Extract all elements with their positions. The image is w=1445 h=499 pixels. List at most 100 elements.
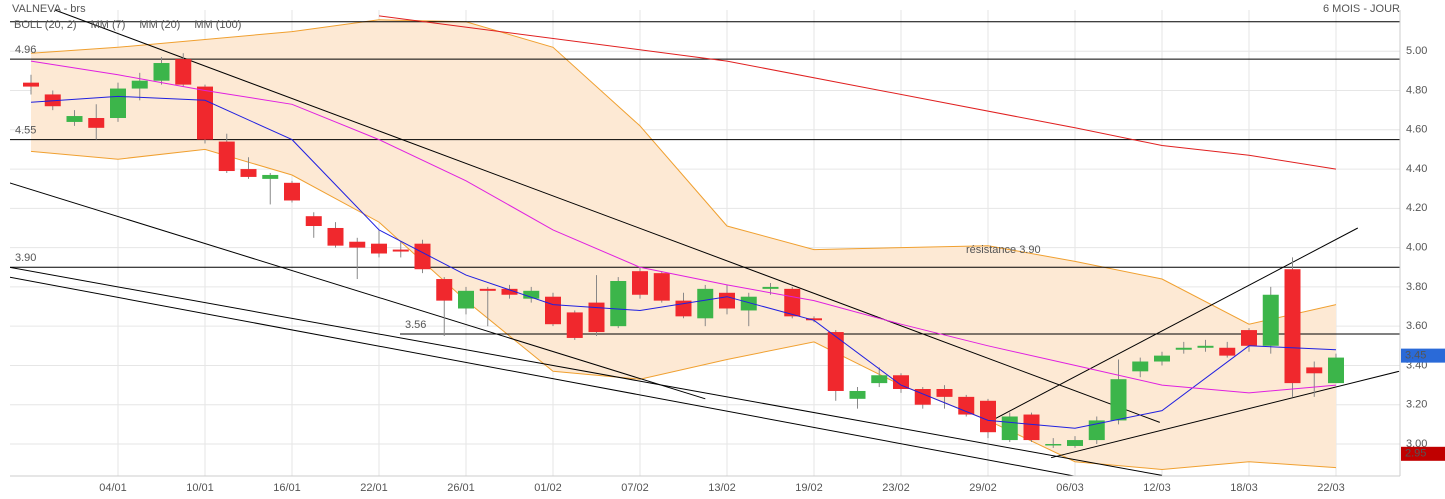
moving-average <box>30 60 1337 394</box>
moving-average <box>378 15 1337 170</box>
x-tick-label: 22/03 <box>1317 482 1345 494</box>
candle-body <box>1132 361 1149 372</box>
candle-body <box>218 141 235 172</box>
price-tag-label: 2.95 <box>1405 448 1426 460</box>
x-tick-label: 01/02 <box>534 482 562 494</box>
candle-body <box>1219 347 1236 356</box>
x-tick-label: 23/02 <box>882 482 910 494</box>
candle-body <box>458 290 474 309</box>
price-tag <box>1401 446 1445 461</box>
level-label: 3.90 <box>15 252 36 264</box>
y-tick-label: 4.60 <box>1406 124 1427 136</box>
legend-entry: BOLL (20, 2) <box>14 19 77 31</box>
candle-body <box>1023 414 1040 441</box>
annotation: résistance 3.90 <box>966 244 1041 256</box>
labels: 3.003.203.403.603.804.004.204.404.604.80… <box>14 19 1445 494</box>
chart-title: VALNEVA - brs <box>12 3 86 15</box>
legend-entry: MM (20) <box>139 19 180 31</box>
candle-body <box>1328 357 1344 384</box>
candle-body <box>88 118 105 128</box>
candle-body <box>806 318 822 321</box>
x-tick-label: 26/01 <box>447 482 475 494</box>
candle-body <box>240 169 257 177</box>
y-tick-label: 3.80 <box>1406 281 1427 293</box>
candle-body <box>1241 330 1257 346</box>
candle-body <box>1154 355 1170 362</box>
level-label: 4.55 <box>15 125 36 137</box>
candle-body <box>349 241 366 248</box>
candle-body <box>719 292 735 309</box>
trend-line <box>54 10 1160 423</box>
y-tick-label: 3.60 <box>1406 320 1427 332</box>
y-tick-label: 3.20 <box>1406 399 1427 411</box>
price-tag <box>1401 348 1445 363</box>
candle-body <box>262 174 279 179</box>
candle-body <box>1197 345 1214 348</box>
x-tick-label: 29/02 <box>969 482 997 494</box>
candle-body <box>175 59 192 85</box>
candle-body <box>131 80 148 89</box>
trend-line <box>1050 370 1400 459</box>
candle-body <box>697 288 714 319</box>
candle-body <box>197 86 213 140</box>
candle-body <box>1088 420 1105 441</box>
x-tick-label: 10/01 <box>186 482 214 494</box>
x-tick-label: 12/03 <box>1143 482 1171 494</box>
y-tick-label: 4.00 <box>1406 242 1427 254</box>
candle-body <box>479 288 496 291</box>
x-tick-label: 18/03 <box>1230 482 1258 494</box>
x-tick-label: 04/01 <box>99 482 127 494</box>
candle-body <box>392 249 409 252</box>
legend-entry: MM (7) <box>91 19 126 31</box>
moving-average <box>30 95 1337 429</box>
plot-area <box>10 10 1400 476</box>
candle-body <box>153 63 170 81</box>
candle-body <box>871 375 888 384</box>
candle-body <box>1262 294 1279 346</box>
candle-body <box>588 302 605 333</box>
candle-body <box>110 88 126 119</box>
candle-body <box>1067 440 1083 446</box>
candle-body <box>1045 443 1062 446</box>
candle-body <box>523 290 540 299</box>
x-tick-label: 07/02 <box>621 482 649 494</box>
candle-body <box>414 243 431 270</box>
trend-line <box>10 276 1077 476</box>
candle-body <box>327 227 344 246</box>
y-tick-label: 5.00 <box>1406 45 1427 57</box>
trend-line <box>987 227 1359 423</box>
y-tick-label: 4.80 <box>1406 84 1427 96</box>
candle-body <box>1001 416 1018 441</box>
candle-body <box>66 116 83 122</box>
chart-subtitle: 6 MOIS - JOUR <box>1323 3 1400 15</box>
x-tick-label: 13/02 <box>708 482 736 494</box>
candle-body <box>1175 347 1192 350</box>
candle-body <box>849 390 866 399</box>
x-tick-label: 22/01 <box>360 482 388 494</box>
candle-body <box>436 279 453 301</box>
candle-body <box>827 332 844 391</box>
candle-body <box>566 312 583 338</box>
candle-body <box>980 400 996 433</box>
x-tick-label: 06/03 <box>1056 482 1084 494</box>
candle-body <box>1306 367 1323 374</box>
candle-body <box>23 82 39 87</box>
trend-line <box>10 182 706 400</box>
y-tick-label: 4.20 <box>1406 202 1427 214</box>
legend-entry: MM (100) <box>194 19 241 31</box>
y-tick-label: 4.40 <box>1406 163 1427 175</box>
candle-body <box>545 296 561 325</box>
candle-body <box>501 288 518 295</box>
candle-body <box>1110 379 1127 421</box>
candle-body <box>305 216 322 227</box>
candle-body <box>632 271 648 295</box>
candle-body <box>284 182 300 201</box>
candle-body <box>653 273 670 301</box>
price-tag-label: 3.45 <box>1405 350 1426 362</box>
candle-body <box>936 389 953 397</box>
level-label: 3.56 <box>405 319 426 331</box>
candle-body <box>610 280 627 327</box>
candle-body <box>1284 269 1301 384</box>
candle-body <box>762 286 779 289</box>
